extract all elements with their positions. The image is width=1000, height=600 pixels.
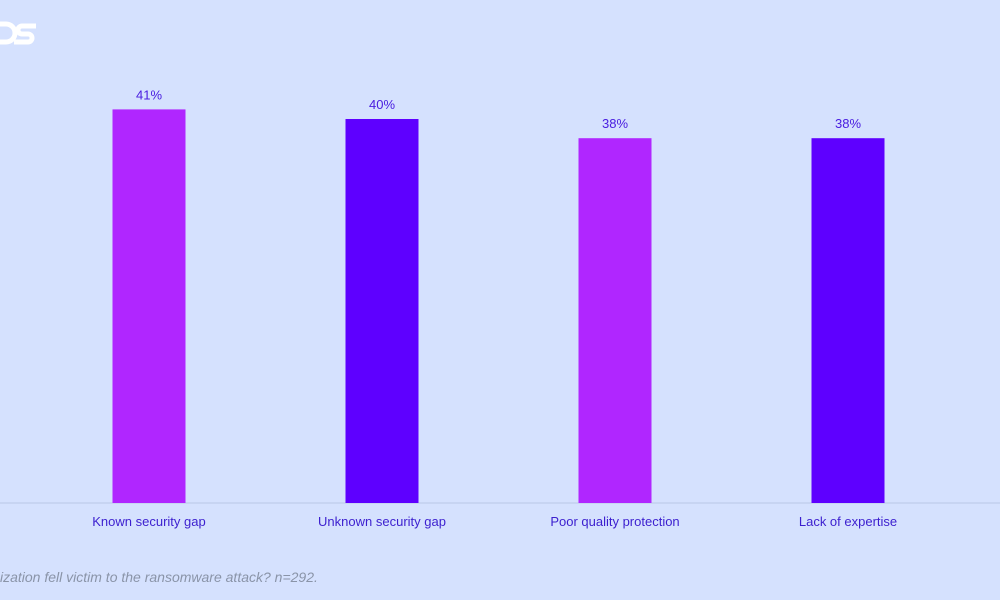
bar-4	[811, 138, 885, 503]
logo-letter-o-fragment	[0, 21, 18, 45]
category-labels-group: Known security gap Unknown security gap Po…	[92, 514, 897, 529]
category-label-4: Lack of expertise	[799, 514, 897, 529]
bar-1	[112, 109, 186, 504]
data-label-1: 41%	[136, 87, 162, 102]
category-label-1: Known security gap	[92, 514, 205, 529]
bars-group	[112, 109, 885, 504]
category-label-3: Poor quality protection	[550, 514, 679, 529]
brand-logo-fragment	[0, 21, 36, 45]
category-label-2: Unknown security gap	[318, 514, 446, 529]
data-labels-group: 41% 40% 38% 38%	[136, 87, 861, 131]
data-label-4: 38%	[835, 116, 861, 131]
bar-2	[345, 119, 419, 503]
data-label-3: 38%	[602, 116, 628, 131]
data-label-2: 40%	[369, 97, 395, 112]
bar-3	[578, 138, 652, 503]
survey-footnote: ization fell victim to the ransomware at…	[0, 569, 318, 585]
logo-letter-s	[14, 23, 36, 45]
